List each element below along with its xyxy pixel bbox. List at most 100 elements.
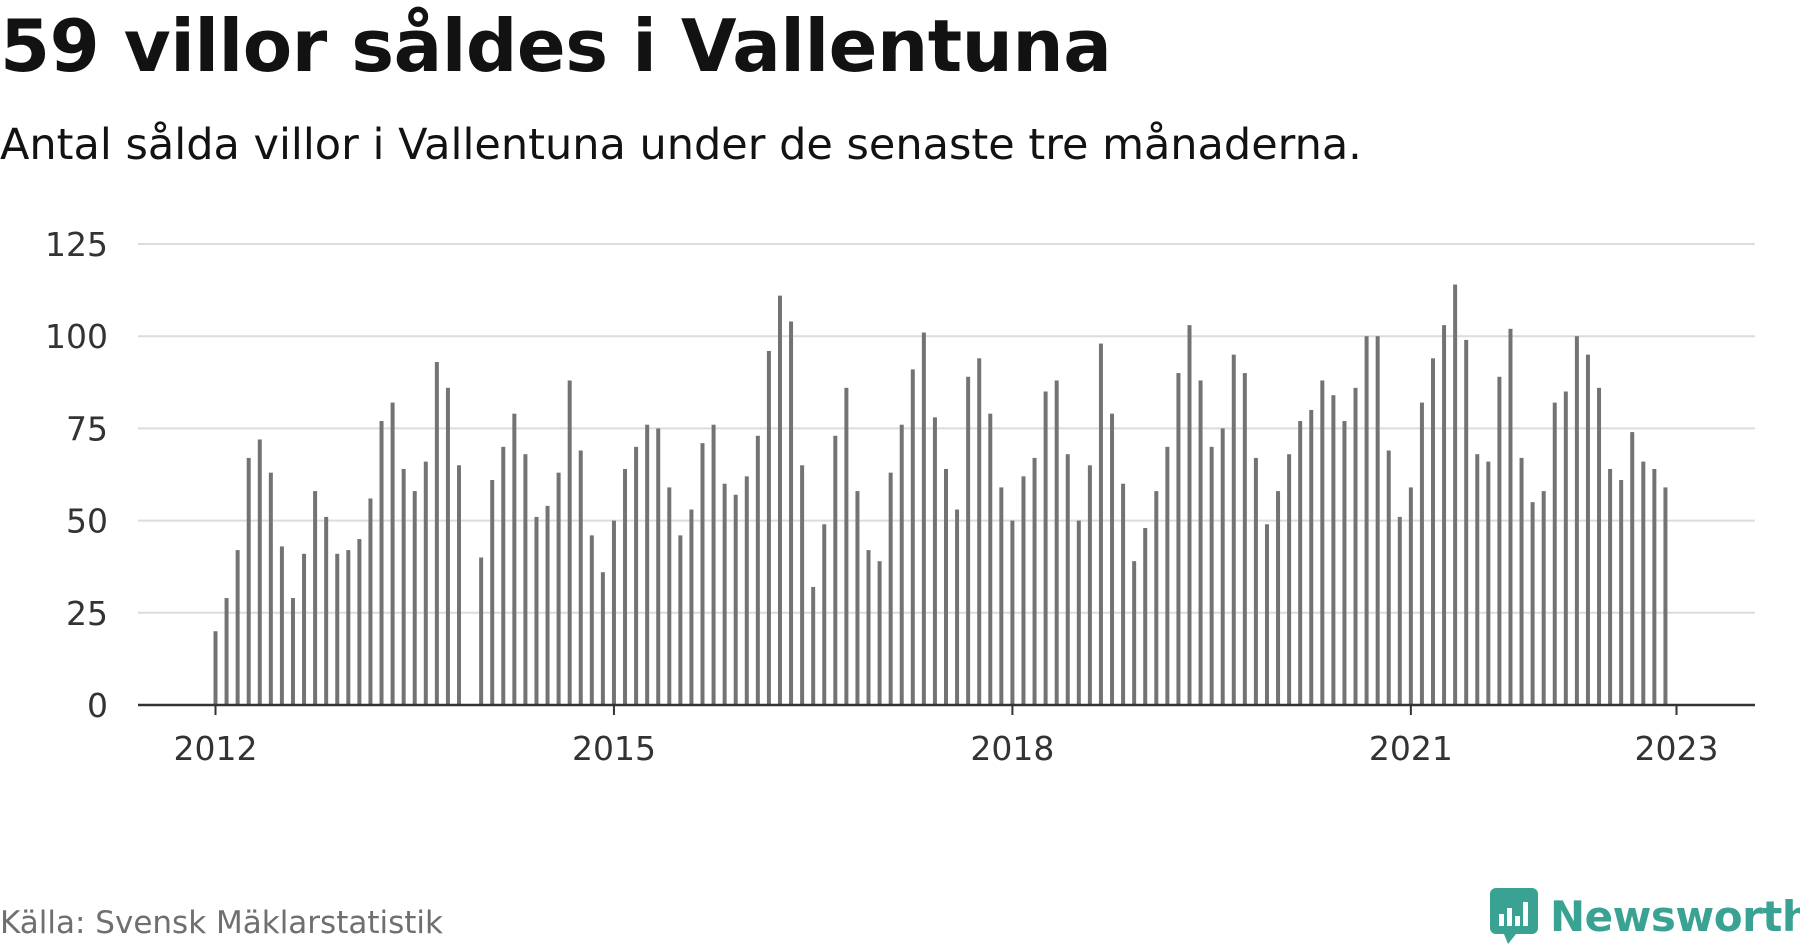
- bar: [246, 457, 251, 705]
- bar: [1198, 380, 1203, 705]
- bar: [224, 598, 229, 705]
- bar: [944, 468, 948, 705]
- bar: [1165, 446, 1170, 705]
- bar: [235, 550, 240, 705]
- bar: [1132, 561, 1137, 705]
- bar: [490, 480, 495, 705]
- bar: [966, 376, 971, 705]
- bar: [866, 550, 871, 705]
- bar: [623, 468, 628, 705]
- bar: [600, 572, 605, 705]
- bar: [1574, 336, 1579, 705]
- bar: [1043, 391, 1048, 705]
- bar: [988, 413, 993, 705]
- bar: [700, 443, 705, 705]
- bar: [479, 557, 484, 705]
- brand-name: Newsworthy: [1550, 891, 1800, 941]
- bar: [1076, 520, 1081, 705]
- bar: [667, 487, 672, 705]
- bar: [955, 509, 960, 705]
- bar: [611, 520, 616, 705]
- bar: [777, 295, 782, 705]
- bar: [844, 387, 849, 705]
- bar: [1519, 457, 1524, 705]
- bar: [257, 439, 262, 705]
- bar: [899, 424, 904, 705]
- bar: [545, 505, 550, 705]
- bar: [434, 362, 439, 705]
- bar: [755, 435, 760, 705]
- bar: [977, 358, 982, 705]
- chart-title: 59 villor såldes i Vallentuna: [0, 4, 1112, 88]
- bar: [1287, 454, 1292, 705]
- chart-subtitle: Antal sålda villor i Vallentuna under de…: [0, 120, 1362, 170]
- bar: [1264, 524, 1269, 705]
- bar: [656, 428, 661, 705]
- newsworthy-logo[interactable]: Newsworthy: [1490, 888, 1800, 944]
- bar: [1619, 480, 1624, 705]
- bar: [645, 424, 650, 705]
- bar: [1364, 336, 1369, 705]
- bar: [357, 539, 362, 705]
- bar: [1065, 454, 1070, 705]
- bar: [1386, 450, 1391, 705]
- bar: [390, 402, 395, 705]
- bar: [1320, 380, 1325, 705]
- bar: [1087, 465, 1092, 705]
- bar: [1486, 461, 1491, 705]
- bar: [1585, 354, 1590, 705]
- bar: [1453, 284, 1458, 705]
- bar: [213, 631, 218, 705]
- bar: [910, 369, 915, 705]
- x-tick-label: 2021: [1369, 729, 1453, 768]
- bar: [1597, 387, 1602, 705]
- bar: [711, 424, 716, 705]
- bar: [999, 487, 1004, 705]
- bar: [1530, 502, 1535, 705]
- x-tick-label: 2018: [970, 729, 1054, 768]
- bar-chart-svg: 0 25 50 75 100 125 2012 2015 2018 2021 2023: [45, 225, 1755, 768]
- y-tick-label: 75: [66, 409, 108, 448]
- bar: [1242, 373, 1247, 705]
- bar: [855, 491, 860, 705]
- bar: [1508, 328, 1513, 705]
- bar: [556, 472, 561, 705]
- newsworthy-logo-icon: [1490, 888, 1538, 944]
- bar: [1187, 325, 1192, 705]
- bar: [1110, 413, 1115, 705]
- bar: [1475, 454, 1480, 705]
- bar: [324, 516, 329, 705]
- x-tick-label: 2012: [174, 729, 258, 768]
- bar: [833, 435, 838, 705]
- bar: [1497, 376, 1502, 705]
- bar: [1032, 457, 1037, 705]
- bar: [279, 546, 284, 705]
- bar: [1408, 487, 1413, 705]
- source-text: Källa: Svensk Mäklarstatistik: [0, 905, 443, 941]
- bar: [921, 332, 926, 705]
- bar-chart: 0 25 50 75 100 125 2012 2015 2018 2021 2023: [0, 200, 1800, 790]
- bar: [1431, 358, 1435, 705]
- bar: [1630, 432, 1635, 705]
- bar: [523, 454, 528, 705]
- bar: [1397, 516, 1402, 705]
- bar: [877, 561, 882, 705]
- bar: [379, 421, 384, 705]
- y-tick-label: 125: [45, 225, 108, 264]
- bar: [1121, 483, 1126, 705]
- bar: [268, 472, 273, 705]
- bar: [822, 524, 827, 705]
- bar: [1298, 421, 1303, 705]
- bar: [1663, 487, 1668, 705]
- bar: [932, 417, 937, 705]
- bar: [401, 468, 406, 705]
- bar: [744, 476, 749, 705]
- bar: [800, 465, 805, 705]
- bar: [346, 550, 351, 705]
- bar: [1154, 491, 1159, 705]
- bar: [1220, 428, 1225, 705]
- bar: [1608, 468, 1613, 705]
- bar: [589, 535, 594, 705]
- y-tick-label: 50: [66, 502, 108, 541]
- bar: [423, 461, 428, 705]
